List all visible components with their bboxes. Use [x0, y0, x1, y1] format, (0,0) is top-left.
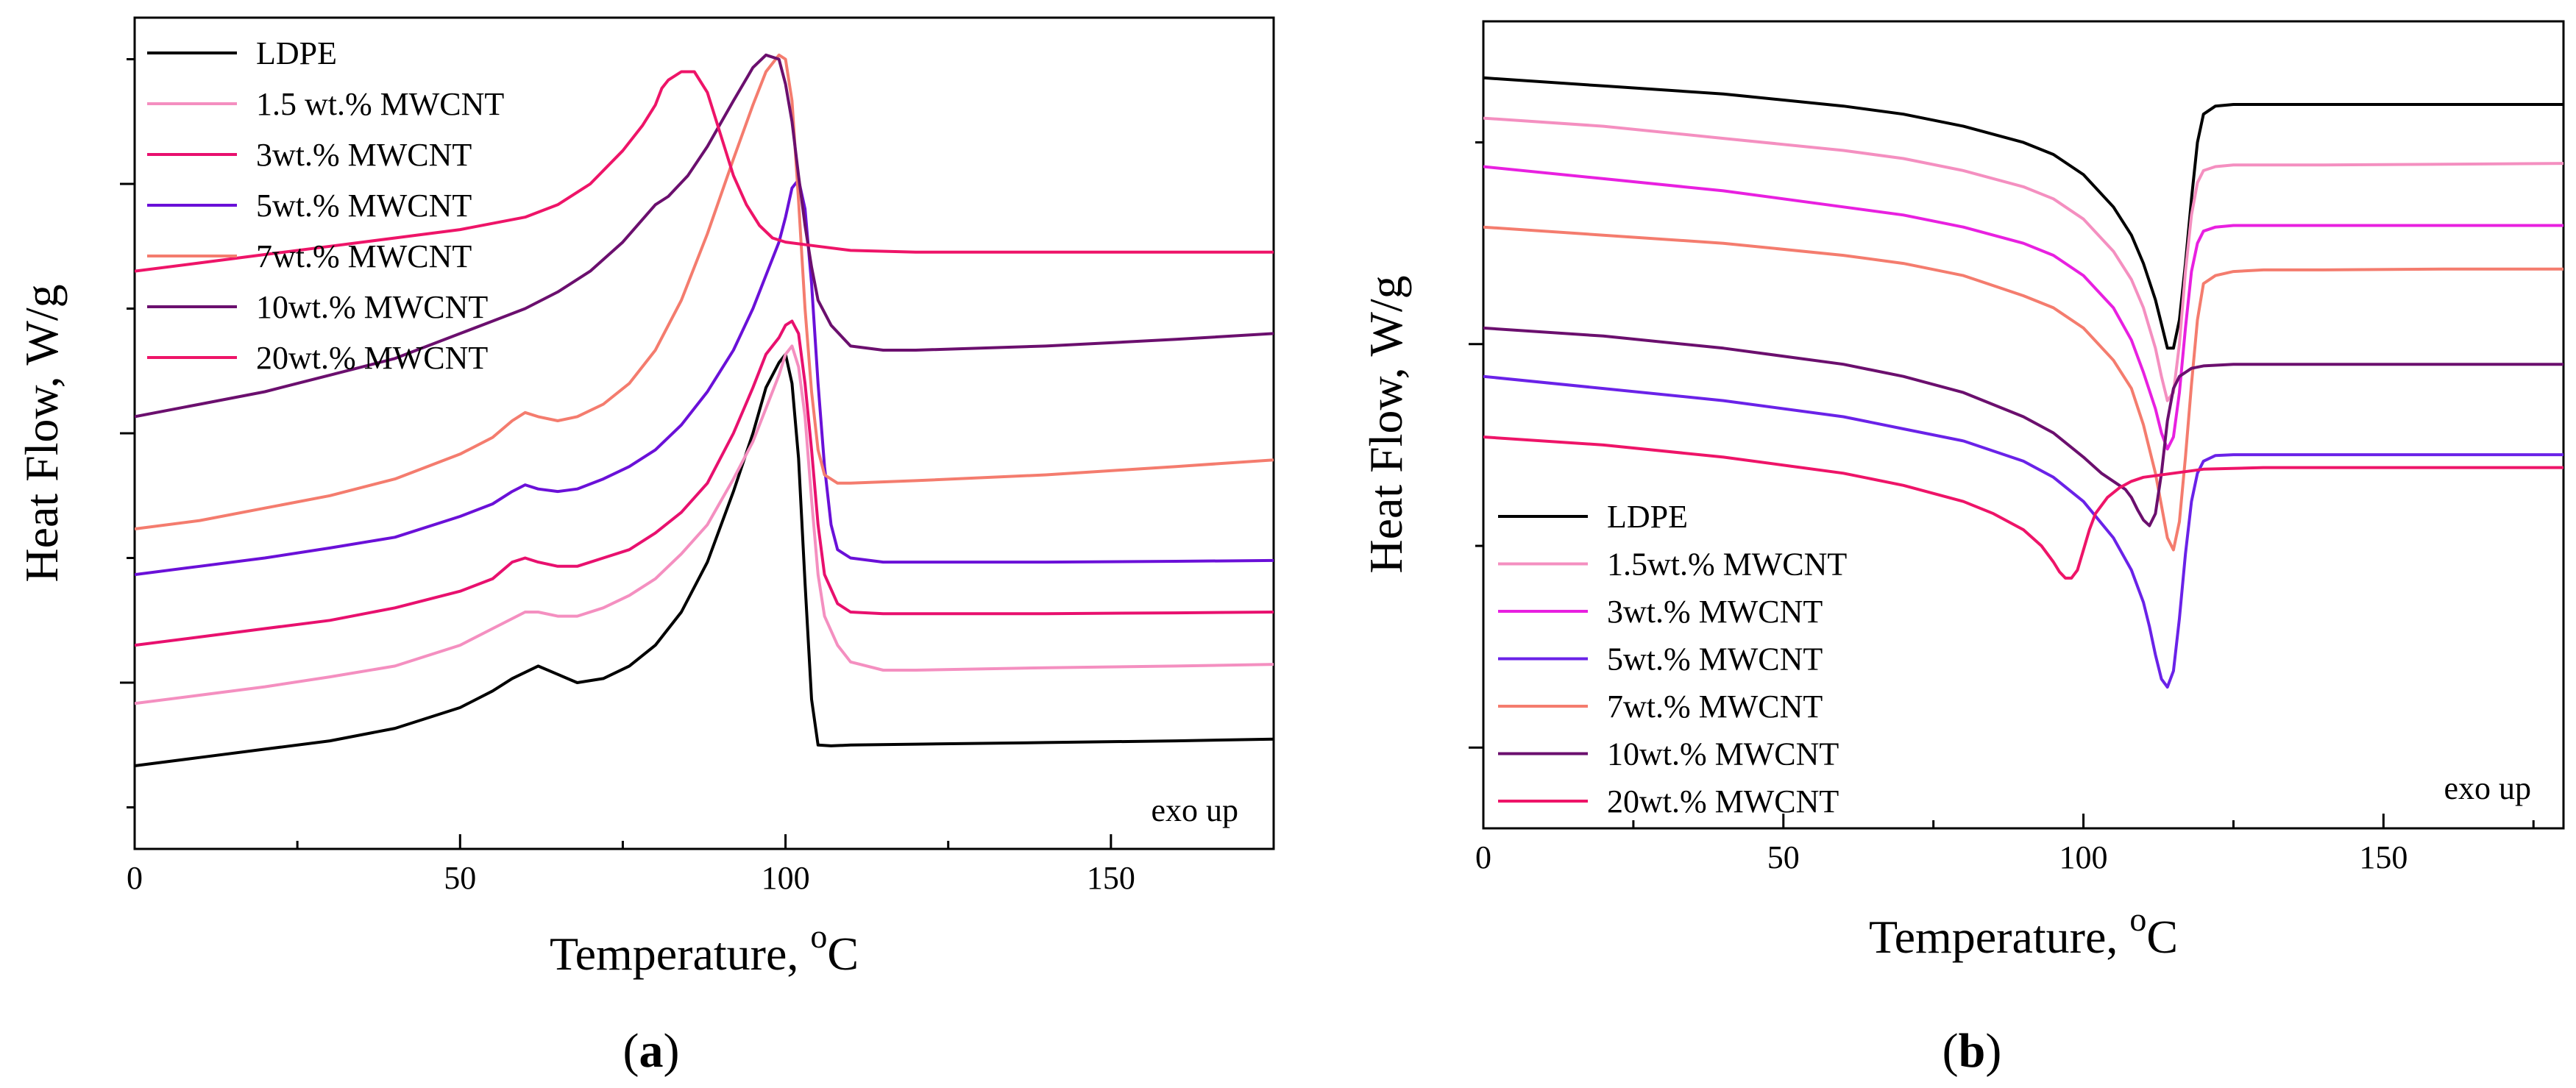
panel-a-legend-label: 20wt.% MWCNT [256, 340, 488, 376]
panel-b-x-axis-title-text: Temperature, [1869, 911, 2129, 963]
panel-b-chart: 0 50 100 150 LDPE 1.5wt.% MWCNT 3wt.% MWCNT 5w… [1360, 20, 2565, 1078]
panel-b-label-close: ) [1985, 1024, 2001, 1078]
panel-b-x-axis-unit-degree: o [2129, 900, 2146, 938]
panel-b-x-tick-label: 0 [1475, 839, 1491, 875]
panel-b-legend: LDPE 1.5wt.% MWCNT 3wt.% MWCNT 5wt.% MWCNT 7… [1498, 499, 1847, 819]
panel-a-y-ticks [120, 58, 135, 808]
panel-b-legend-label: 3wt.% MWCNT [1607, 594, 1823, 630]
panel-b-series-line-4 [1483, 374, 2563, 689]
panel-b-legend-label: 20wt.% MWCNT [1607, 783, 1839, 819]
panel-b-x-tick-label: 50 [1767, 839, 1800, 875]
panel-b-y-ticks [1469, 141, 1483, 749]
panel-a-legend-label: 5wt.% MWCNT [256, 188, 472, 224]
panel-b-series-line-3 [1483, 165, 2563, 451]
panel-b-x-axis-title: Temperature, oC [1869, 900, 2178, 963]
panel-a-x-ticks: 0 50 100 150 [127, 834, 1275, 896]
panel-a-legend-label: 3wt.% MWCNT [256, 137, 472, 173]
panel-b-x-tick-label: 150 [2359, 839, 2408, 875]
panel-b-series-line-2 [1483, 116, 2563, 402]
panel-b-label-letter: b [1959, 1024, 1986, 1078]
panel-a-legend-label: 10wt.% MWCNT [256, 289, 488, 325]
panel-a-y-axis-title: Heat Flow, W/g [15, 284, 68, 582]
panel-a-legend: LDPE 1.5 wt.% MWCNT 3wt.% MWCNT 5wt.% MWCNT… [147, 35, 504, 376]
panel-a-x-axis-title-text: Temperature, [550, 928, 810, 980]
panel-a-label-close: ) [664, 1024, 680, 1078]
panel-a-series-line-7 [135, 70, 1274, 273]
panel-b-legend-label: 1.5wt.% MWCNT [1607, 547, 1847, 583]
panel-a-legend-label: 1.5 wt.% MWCNT [256, 86, 504, 122]
panel-a-legend-label: 7wt.% MWCNT [256, 238, 472, 274]
panel-b-x-axis-unit: C [2146, 911, 2178, 963]
panel-a-series-group [135, 53, 1274, 767]
panel-a-series-line-2 [135, 344, 1274, 705]
panel-a-series-line-4 [135, 178, 1274, 577]
panel-a-label-open: ( [623, 1024, 639, 1078]
panel-a-series-line-5 [135, 53, 1274, 530]
panel-b-plot-frame [1482, 20, 2565, 830]
panel-a-x-axis-unit: C [827, 928, 859, 980]
panel-b-series-line-7 [1483, 435, 2563, 580]
panel-a-series-line-3 [135, 319, 1274, 647]
panel-a-x-axis-unit-degree: o [810, 917, 827, 955]
panel-a-x-tick-label: 100 [762, 860, 810, 896]
panel-b-series-line-6 [1483, 326, 2563, 527]
panel-b-legend-label: 7wt.% MWCNT [1607, 689, 1823, 725]
panel-b-y-axis-title: Heat Flow, W/g [1360, 275, 1412, 573]
panel-b-x-tick-label: 100 [2059, 839, 2108, 875]
panel-b-exo-up-note: exo up [2444, 770, 2531, 806]
panel-a-x-tick-label: 0 [127, 860, 143, 896]
panel-a-x-tick-label: 150 [1087, 860, 1135, 896]
panel-a-chart: 0 50 100 150 LDPE 1.5 wt.% MWCNT 3wt.% MWCNT 5… [15, 16, 1275, 1078]
panel-a-x-axis-title: Temperature, oC [550, 917, 859, 980]
panel-a-label: (a) [623, 1024, 680, 1078]
panel-a-series-line-6 [135, 53, 1274, 419]
panel-a-series-line-1 [135, 352, 1274, 767]
panel-a-x-tick-label: 50 [444, 860, 476, 896]
panel-a-exo-up-note: exo up [1151, 792, 1238, 828]
panel-b-label: (b) [1942, 1024, 2002, 1078]
panel-b-legend-label: 5wt.% MWCNT [1607, 641, 1823, 678]
panel-b-legend-label: 10wt.% MWCNT [1607, 736, 1839, 772]
panel-b-legend-label: LDPE [1607, 499, 1688, 535]
panel-b-label-open: ( [1942, 1024, 1959, 1078]
panel-a-legend-label: LDPE [256, 35, 337, 71]
panel-a-label-letter: a [639, 1024, 664, 1078]
panel-b-series-line-5 [1483, 225, 2563, 552]
panel-b-x-ticks: 0 50 100 150 [1475, 814, 2535, 875]
panel-b-series-group [1483, 76, 2563, 689]
panel-b-series-line-1 [1483, 76, 2563, 350]
